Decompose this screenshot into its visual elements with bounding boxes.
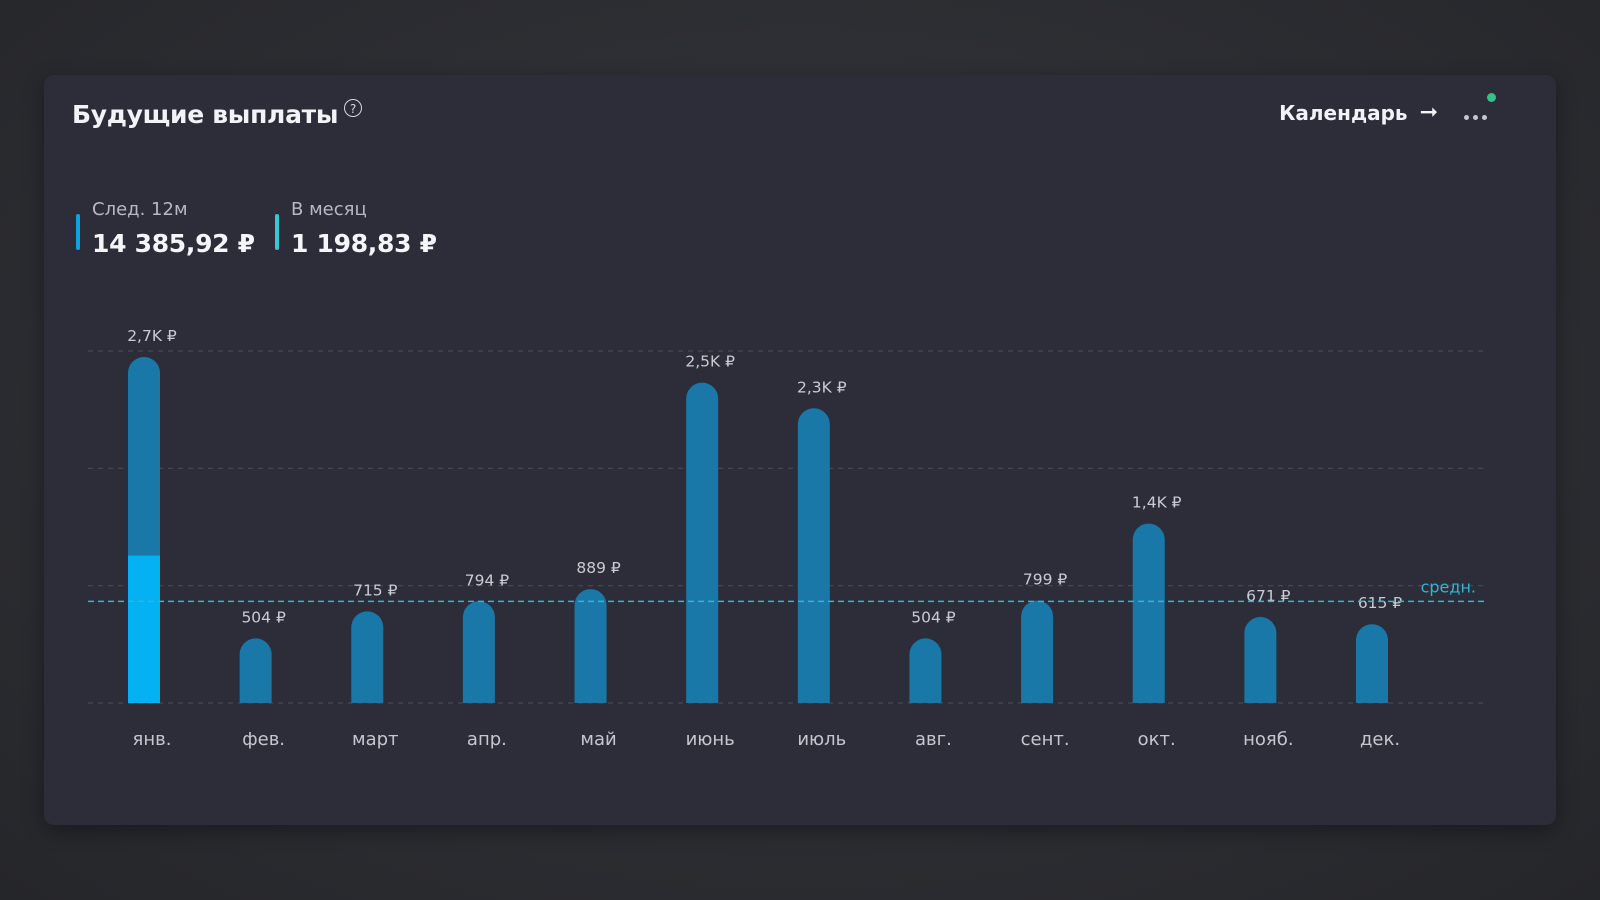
bar-окт.[interactable] [1132, 523, 1165, 703]
bar-value-label: 615 ₽ [1358, 594, 1403, 612]
x-tick-label: апр. [467, 729, 507, 750]
more-options-button[interactable] [1460, 93, 1496, 131]
x-tick-label: янв. [133, 729, 172, 750]
stat-label: В месяц [291, 199, 367, 220]
calendar-link[interactable]: Календарь ➞ [1279, 101, 1438, 125]
x-tick-label: июнь [686, 729, 735, 750]
bar-май[interactable] [574, 589, 607, 703]
bar-rect [1021, 600, 1054, 703]
bar-rect [574, 589, 607, 703]
bar-value-label: 794 ₽ [465, 571, 510, 589]
bar-highlight-segment [128, 555, 160, 703]
bar-value-label: 1,4K ₽ [1132, 494, 1182, 512]
x-tick-label: июль [797, 729, 846, 750]
bar-rect [1132, 523, 1165, 703]
bar-rect [686, 382, 719, 703]
bar-rect [909, 638, 942, 703]
x-tick-label: авг. [915, 729, 952, 750]
bar-авг.[interactable] [909, 638, 942, 703]
payouts-bar-chart: 2,7K ₽ янв. 504 ₽ фев. 715 ₽ март 794 ₽ апр. 889… [88, 327, 1484, 750]
bar-апр.[interactable] [462, 601, 495, 703]
x-tick-label: фев. [242, 729, 285, 750]
bar-сент.[interactable] [1021, 600, 1054, 703]
x-tick-label: дек. [1360, 729, 1400, 750]
bar-value-label: 715 ₽ [353, 581, 398, 599]
stat-color-bar [275, 214, 279, 250]
bar-value-label: 504 ₽ [911, 608, 956, 626]
bar-нояб.[interactable] [1244, 617, 1277, 703]
arrow-right-icon: ➞ [1419, 100, 1438, 125]
help-icon[interactable]: ? [344, 99, 363, 117]
bar-rect [1244, 617, 1277, 703]
future-payouts-card: Будущие выплаты ? Календарь ➞ След. 12м … [44, 75, 1556, 825]
bar-value-label: 889 ₽ [576, 559, 621, 577]
x-tick-label: март [352, 729, 399, 750]
bar-value-label: 2,3K ₽ [797, 378, 847, 396]
stat-color-bar [76, 214, 80, 250]
bar-rect [797, 408, 830, 703]
ellipsis-icon [1464, 115, 1491, 120]
bar-value-label: 2,5K ₽ [685, 353, 735, 371]
stat-next-12m: След. 12м 14 385,92 ₽ [76, 198, 255, 260]
bar-value-label: 799 ₽ [1023, 571, 1068, 589]
bar-rect [462, 601, 495, 703]
stat-value: 14 385,92 ₽ [92, 229, 255, 258]
stat-per-month: В месяц 1 198,83 ₽ [275, 198, 437, 260]
x-tick-label: сент. [1021, 729, 1070, 750]
x-tick-label: окт. [1138, 729, 1176, 750]
widget-title: Будущие выплаты [72, 100, 339, 129]
stat-label: След. 12м [92, 199, 188, 220]
calendar-label: Календарь [1279, 101, 1408, 125]
average-label: средн. [1421, 577, 1476, 596]
bar-фев.[interactable] [239, 638, 272, 703]
bar-июнь[interactable] [686, 382, 719, 703]
bar-rect [239, 638, 272, 703]
bar-март[interactable] [351, 611, 384, 703]
widget-header: Будущие выплаты ? [72, 95, 363, 135]
x-tick-label: май [580, 729, 616, 750]
bar-дек.[interactable] [1356, 624, 1388, 703]
bar-value-label: 2,7K ₽ [127, 327, 177, 345]
bar-янв.[interactable] [128, 357, 160, 703]
bar-rect [351, 611, 384, 703]
status-indicator-dot [1487, 93, 1496, 102]
bar-июль[interactable] [797, 408, 830, 703]
stat-value: 1 198,83 ₽ [291, 229, 437, 258]
bar-rect [1356, 624, 1388, 703]
x-tick-label: нояб. [1243, 729, 1293, 750]
bar-value-label: 671 ₽ [1246, 587, 1291, 605]
bar-value-label: 504 ₽ [241, 608, 286, 626]
